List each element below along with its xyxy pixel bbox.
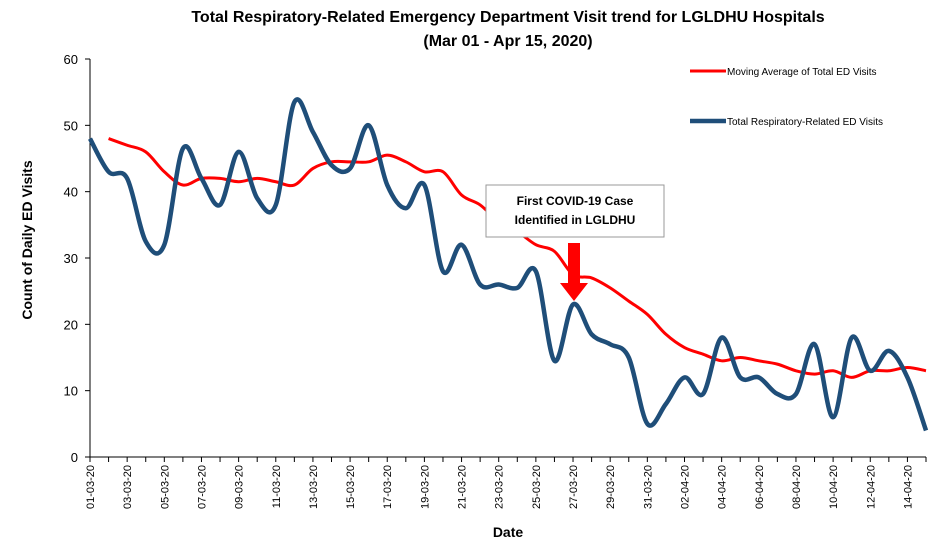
x-tick-label: 11-03-20 [271,465,283,508]
y-tick-label: 20 [64,317,78,332]
x-tick-label: 17-03-20 [382,465,394,509]
x-tick-label: 15-03-20 [345,465,357,509]
y-tick-label: 30 [64,251,78,266]
x-tick-label: 09-03-20 [234,465,246,509]
x-tick-label: 23-03-20 [494,465,506,509]
x-tick-label: 13-03-20 [308,465,320,509]
x-tick-label: 19-03-20 [419,465,431,509]
x-tick-label: 25-03-20 [531,465,543,509]
x-tick-label: 07-03-20 [196,465,208,509]
annotation-text: First COVID-19 Case [517,194,634,208]
y-tick-label: 40 [64,185,78,200]
legend-label: Total Respiratory-Related ED Visits [727,117,883,128]
series-line [88,97,929,432]
y-axis-title: Count of Daily ED Visits [19,160,35,319]
x-tick-label: 27-03-20 [568,465,580,509]
x-tick-label: 01-03-20 [85,465,97,509]
x-tick-label: 02-04-20 [679,465,691,509]
y-tick-label: 50 [64,118,78,133]
x-tick-label: 05-03-20 [159,465,171,509]
x-tick-label: 06-04-20 [754,465,766,509]
x-axis-title: Date [493,524,524,540]
x-tick-label: 21-03-20 [457,465,469,509]
legend-label: Moving Average of Total ED Visits [727,67,877,78]
y-tick-label: 0 [71,450,78,465]
x-tick-label: 03-03-20 [122,465,134,509]
annotation-arrow [560,243,588,301]
annotation-box [485,184,665,238]
chart-subtitle: (Mar 01 - Apr 15, 2020) [423,33,592,50]
y-tick-label: 60 [64,52,78,67]
chart-title: Total Respiratory-Related Emergency Depa… [191,9,824,26]
x-tick-label: 31-03-20 [642,465,654,509]
x-tick-label: 29-03-20 [605,465,617,509]
x-tick-label: 10-04-20 [828,465,840,509]
x-tick-label: 14-04-20 [902,465,914,509]
x-tick-label: 12-04-20 [865,465,877,509]
x-tick-label: 04-04-20 [717,465,729,509]
annotation-text: Identified in LGLDHU [515,213,636,227]
y-tick-label: 10 [64,384,78,399]
x-tick-label: 08-04-20 [791,465,803,509]
